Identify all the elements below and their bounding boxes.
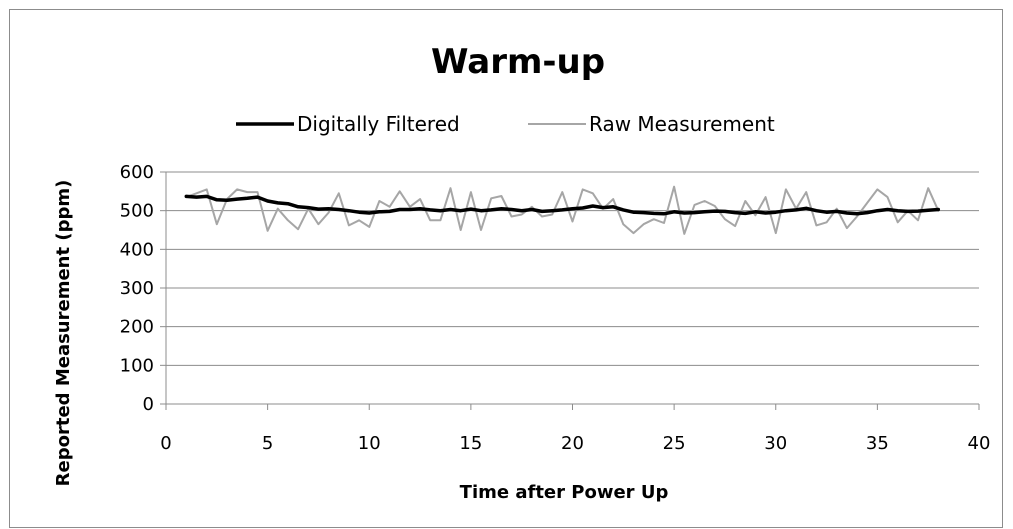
x-tick-labels: 0 5 10 15 20 25 30 35 40 [160,433,990,454]
chart-frame [9,9,1003,528]
legend-label-raw-measurement: Raw Measurement [589,112,775,136]
x-tick-label: 5 [262,433,273,454]
x-tick-label: 40 [968,433,991,454]
y-tick-label: 200 [120,317,154,338]
y-tick-label: 0 [143,394,154,415]
series-line-digitally-filtered [184,194,941,216]
x-tick-label: 0 [160,433,171,454]
legend: Digitally Filtered Raw Measurement [236,112,775,136]
gridlines [166,171,979,366]
x-tick-label: 20 [561,433,584,454]
y-tick-label: 400 [120,239,154,260]
y-tick-label: 100 [120,355,154,376]
y-axis-label: Reported Measurement (ppm) [53,180,74,487]
legend-label-digitally-filtered: Digitally Filtered [297,112,460,136]
x-axis-label: Time after Power Up [460,482,669,503]
x-tick-label: 35 [866,433,889,454]
chart-title: Warm-up [431,42,605,82]
axes [160,171,980,410]
y-tick-label: 300 [120,278,154,299]
series-line-raw-measurement [185,185,940,235]
y-tick-labels: 0 100 200 300 400 500 600 [120,162,154,415]
x-tick-label: 25 [663,433,686,454]
y-tick-label: 600 [120,162,154,183]
x-tick-label: 10 [358,433,381,454]
x-tick-label: 30 [764,433,787,454]
y-tick-label: 500 [120,201,154,222]
series-lines [184,185,941,235]
x-tick-label: 15 [459,433,482,454]
